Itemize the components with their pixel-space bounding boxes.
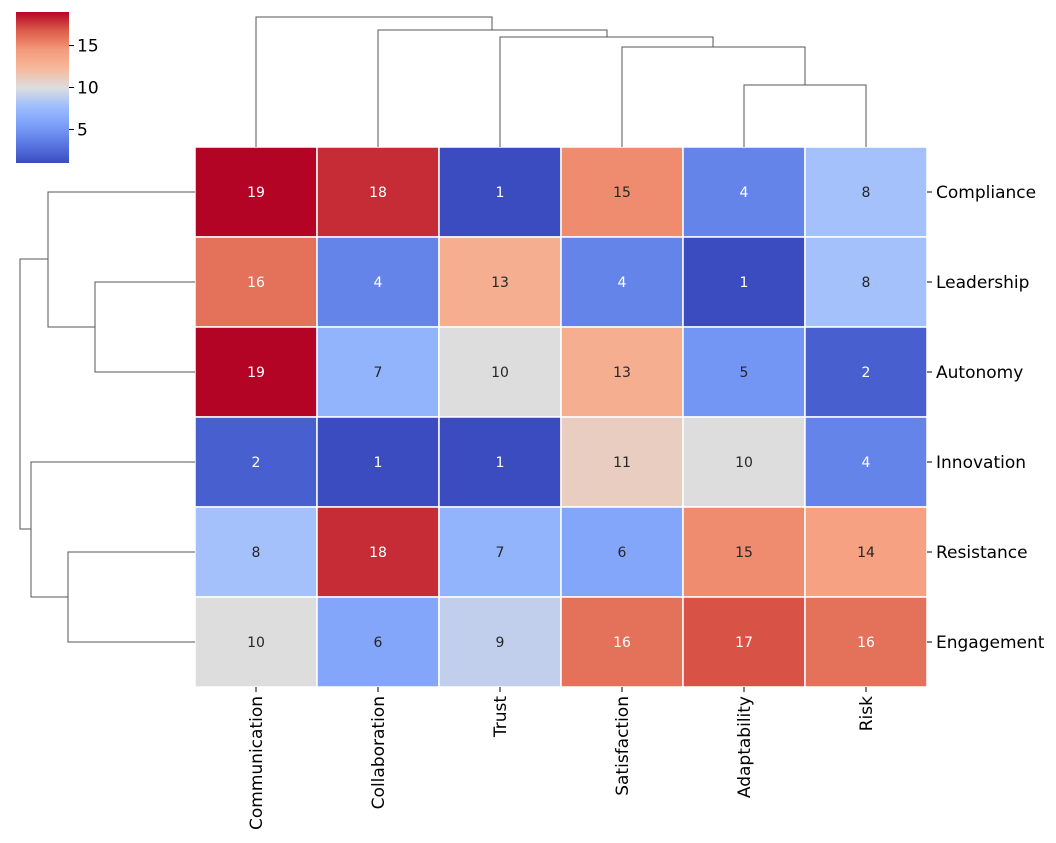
cell-value-label: 1	[496, 455, 505, 471]
cell-value-label: 2	[252, 455, 261, 471]
cell-value-label: 2	[862, 365, 871, 381]
row-dendrogram	[19, 191, 195, 643]
heatmap-cell-innovation-communication	[194, 416, 318, 508]
column-tick-labels: Communication Collaboration Trust Satisfact…	[247, 687, 877, 830]
heatmap-cell-compliance-communication	[194, 146, 318, 238]
cell-value-label: 13	[613, 365, 631, 381]
heatmap-cell-leadership-collaboration	[316, 236, 440, 328]
dendrogram-link	[377, 29, 608, 147]
dendrogram-link	[67, 551, 195, 643]
row-label-engagement: Engagement	[936, 633, 1045, 653]
cell-value-label: 6	[618, 545, 627, 561]
column-label-adaptability: Adaptability	[735, 696, 755, 798]
column-label-risk: Risk	[857, 696, 877, 731]
column-label-collaboration: Collaboration	[369, 696, 389, 809]
dendrogram-link	[255, 16, 493, 147]
heatmap-cell-autonomy-risk	[804, 326, 928, 418]
heatmap-cell-compliance-risk	[804, 146, 928, 238]
dendrogram-link	[743, 84, 867, 147]
dendrogram-link	[94, 281, 195, 373]
heatmap-cell-resistance-trust	[438, 506, 562, 598]
column-label-satisfaction: Satisfaction	[613, 696, 633, 796]
row-tick-labels: Compliance Leadership Autonomy Innovation Re…	[927, 183, 1045, 653]
heatmap-cell-innovation-trust	[438, 416, 562, 508]
dendrogram-link	[621, 46, 806, 147]
cell-value-label: 15	[613, 185, 631, 201]
cell-value-label: 1	[374, 455, 383, 471]
cell-value-label: 15	[735, 545, 753, 561]
heatmap-cell-innovation-collaboration	[316, 416, 440, 508]
heatmap-cell-autonomy-collaboration	[316, 326, 440, 418]
heatmap-cell-resistance-adaptability	[682, 506, 806, 598]
colorbar-tick-label: 15	[77, 37, 99, 57]
colorbar-tick-label: 5	[77, 120, 88, 140]
cell-value-label: 4	[862, 455, 871, 471]
heatmap-cell-engagement-communication	[194, 596, 318, 688]
heatmap-cell-innovation-satisfaction	[560, 416, 684, 508]
heatmap-cell-engagement-adaptability	[682, 596, 806, 688]
cell-value-label: 4	[740, 185, 749, 201]
cell-value-label: 1	[740, 275, 749, 291]
cell-value-label: 8	[862, 185, 871, 201]
row-label-compliance: Compliance	[936, 183, 1036, 203]
colorbar: 5 10 15	[16, 12, 99, 163]
cell-value-label: 16	[247, 275, 265, 291]
cell-value-label: 13	[491, 275, 509, 291]
cell-value-label: 10	[247, 635, 265, 651]
cell-value-label: 9	[496, 635, 505, 651]
cell-value-label: 10	[735, 455, 753, 471]
heatmap-cell-compliance-satisfaction	[560, 146, 684, 238]
cell-value-label: 19	[247, 185, 265, 201]
colorbar-tick-label: 10	[77, 79, 99, 99]
heatmap-cell-leadership-satisfaction	[560, 236, 684, 328]
row-label-innovation: Innovation	[936, 453, 1026, 473]
column-dendrogram	[255, 16, 867, 147]
cell-value-label: 11	[613, 455, 631, 471]
cell-value-label: 14	[857, 545, 875, 561]
cell-value-label: 4	[374, 275, 383, 291]
heatmap-cell-innovation-adaptability	[682, 416, 806, 508]
cell-value-label: 19	[247, 365, 265, 381]
heatmap-cells: 19 18 1 15 4 816 4 13 4 1 819 7 10 13 5 22 1 1 11 10 48 18 7 6 1…	[194, 146, 928, 688]
cell-value-label: 8	[252, 545, 261, 561]
column-label-trust: Trust	[491, 696, 511, 739]
heatmap-cell-resistance-communication	[194, 506, 318, 598]
cell-value-label: 6	[374, 635, 383, 651]
colorbar-gradient	[16, 12, 69, 163]
row-label-leadership: Leadership	[936, 273, 1029, 293]
cell-value-label: 5	[740, 365, 749, 381]
dendrogram-link	[19, 258, 48, 530]
cell-value-label: 8	[862, 275, 871, 291]
column-label-communication: Communication	[247, 696, 267, 830]
cell-value-label: 1	[496, 185, 505, 201]
cell-value-label: 7	[496, 545, 505, 561]
cell-value-label: 18	[369, 185, 387, 201]
dendrogram-link	[47, 191, 195, 328]
cell-value-label: 18	[369, 545, 387, 561]
cell-value-label: 16	[613, 635, 631, 651]
row-label-resistance: Resistance	[936, 543, 1028, 563]
cell-value-label: 16	[857, 635, 875, 651]
heatmap-cell-compliance-collaboration	[316, 146, 440, 238]
dendrogram-link	[499, 36, 714, 147]
heatmap-cell-autonomy-adaptability	[682, 326, 806, 418]
cell-value-label: 10	[491, 365, 509, 381]
row-label-autonomy: Autonomy	[936, 363, 1023, 383]
heatmap-cell-engagement-risk	[804, 596, 928, 688]
heatmap-cell-leadership-risk	[804, 236, 928, 328]
cell-value-label: 4	[618, 275, 627, 291]
heatmap-cell-resistance-satisfaction	[560, 506, 684, 598]
cell-value-label: 7	[374, 365, 383, 381]
cell-value-label: 17	[735, 635, 753, 651]
dendrogram-link	[30, 461, 195, 598]
heatmap-cell-autonomy-satisfaction	[560, 326, 684, 418]
